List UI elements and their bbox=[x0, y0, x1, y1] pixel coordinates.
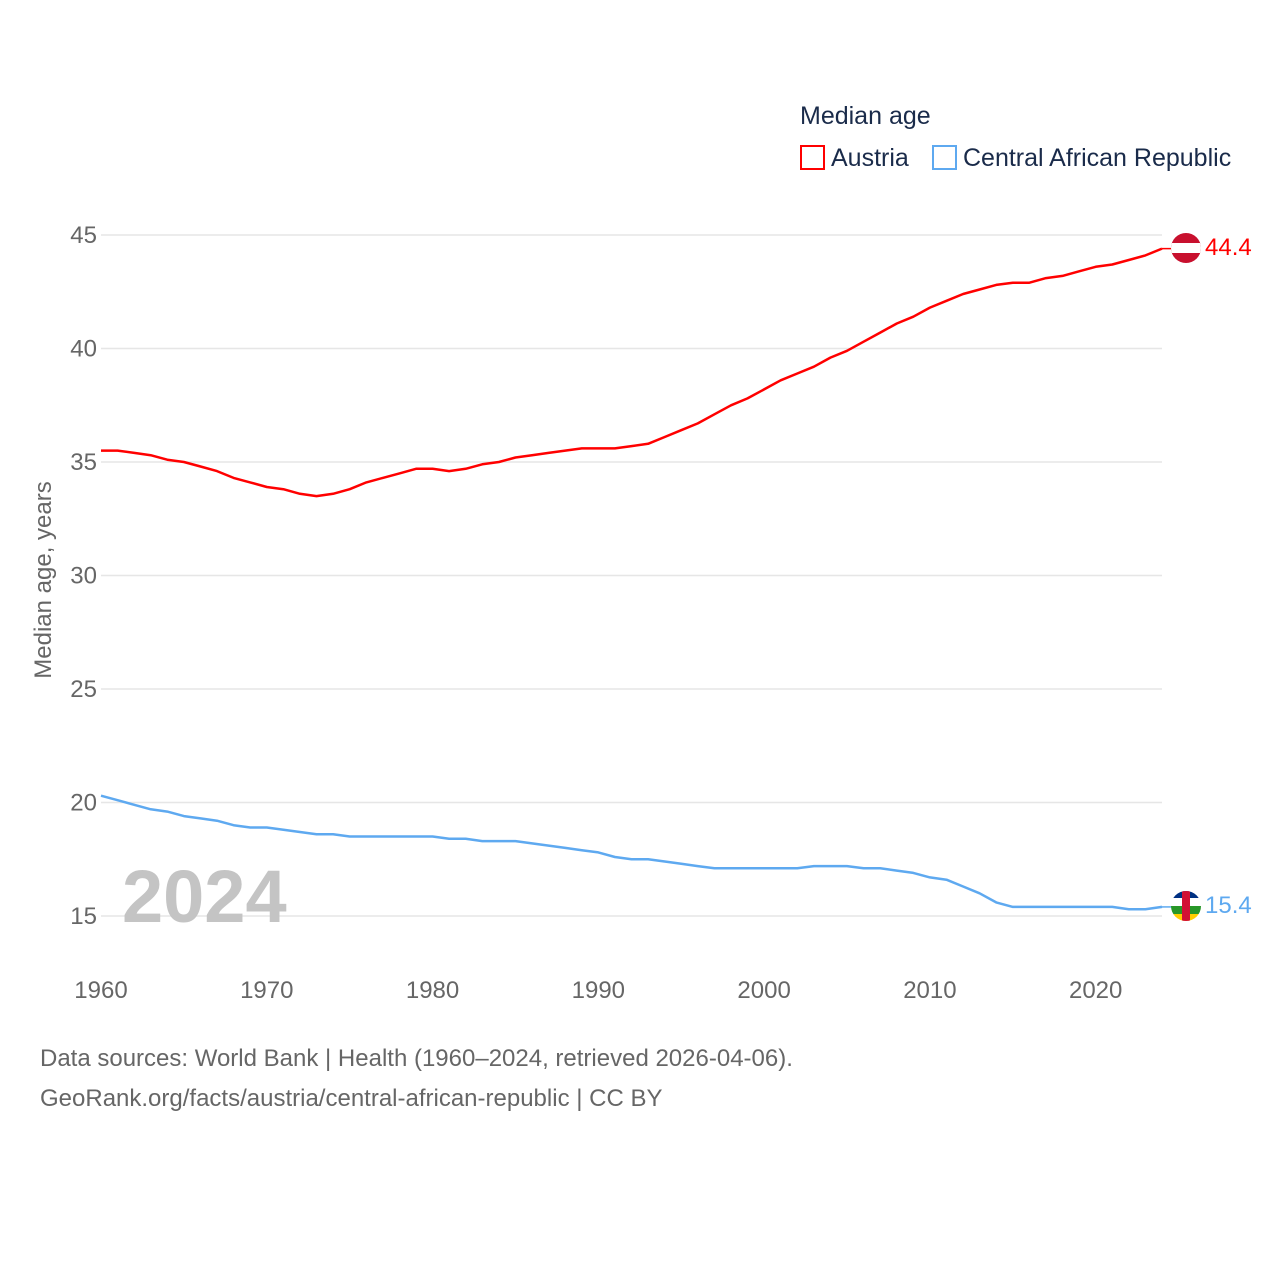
legend-label: Austria bbox=[831, 144, 909, 172]
y-tick-label: 15 bbox=[70, 903, 97, 930]
series-line-central-african-republic bbox=[100, 794, 1163, 911]
series-line-austria bbox=[101, 247, 1163, 498]
y-tick-labels: 15 20 25 30 35 40 45 bbox=[70, 222, 97, 930]
x-tick-label: 1990 bbox=[572, 977, 625, 1004]
y-axis-label: Median age, years bbox=[30, 481, 57, 678]
x-tick-label: 1980 bbox=[406, 977, 459, 1004]
y-tick-label: 35 bbox=[70, 449, 97, 476]
legend-item-central-african-republic[interactable]: Central African Republic bbox=[932, 144, 1231, 172]
legend-swatch bbox=[800, 145, 825, 170]
source-note: Data sources: World Bank | Health (1960–… bbox=[40, 1045, 793, 1072]
legend-label: Central African Republic bbox=[963, 144, 1231, 172]
x-tick-label: 2020 bbox=[1069, 977, 1122, 1004]
y-tick-label: 45 bbox=[70, 222, 97, 249]
y-tick-label: 40 bbox=[70, 336, 97, 363]
year-watermark: 2024 bbox=[122, 855, 287, 938]
legend-title: Median age bbox=[800, 102, 931, 130]
x-tick-label: 1970 bbox=[240, 977, 293, 1004]
x-tick-label: 2010 bbox=[903, 977, 956, 1004]
y-tick-label: 20 bbox=[70, 790, 97, 817]
legend-swatch bbox=[932, 145, 957, 170]
y-tick-label: 25 bbox=[70, 676, 97, 703]
x-tick-label: 2000 bbox=[737, 977, 790, 1004]
y-tick-label: 30 bbox=[70, 563, 97, 590]
austria-end-label: 44.4 bbox=[1205, 234, 1252, 261]
source-link[interactable]: GeoRank.org/facts/austria/central-africa… bbox=[40, 1085, 663, 1112]
car-flag-icon bbox=[1171, 891, 1201, 921]
car-end-label: 15.4 bbox=[1205, 892, 1252, 919]
x-tick-labels: 1960 1970 1980 1990 2000 2010 2020 bbox=[74, 977, 1122, 1004]
austria-flag-icon bbox=[1171, 233, 1201, 263]
legend-item-austria[interactable]: Austria bbox=[800, 144, 909, 172]
x-tick-label: 1960 bbox=[74, 977, 127, 1004]
gridlines bbox=[101, 234, 1162, 917]
series-lines bbox=[100, 247, 1172, 911]
